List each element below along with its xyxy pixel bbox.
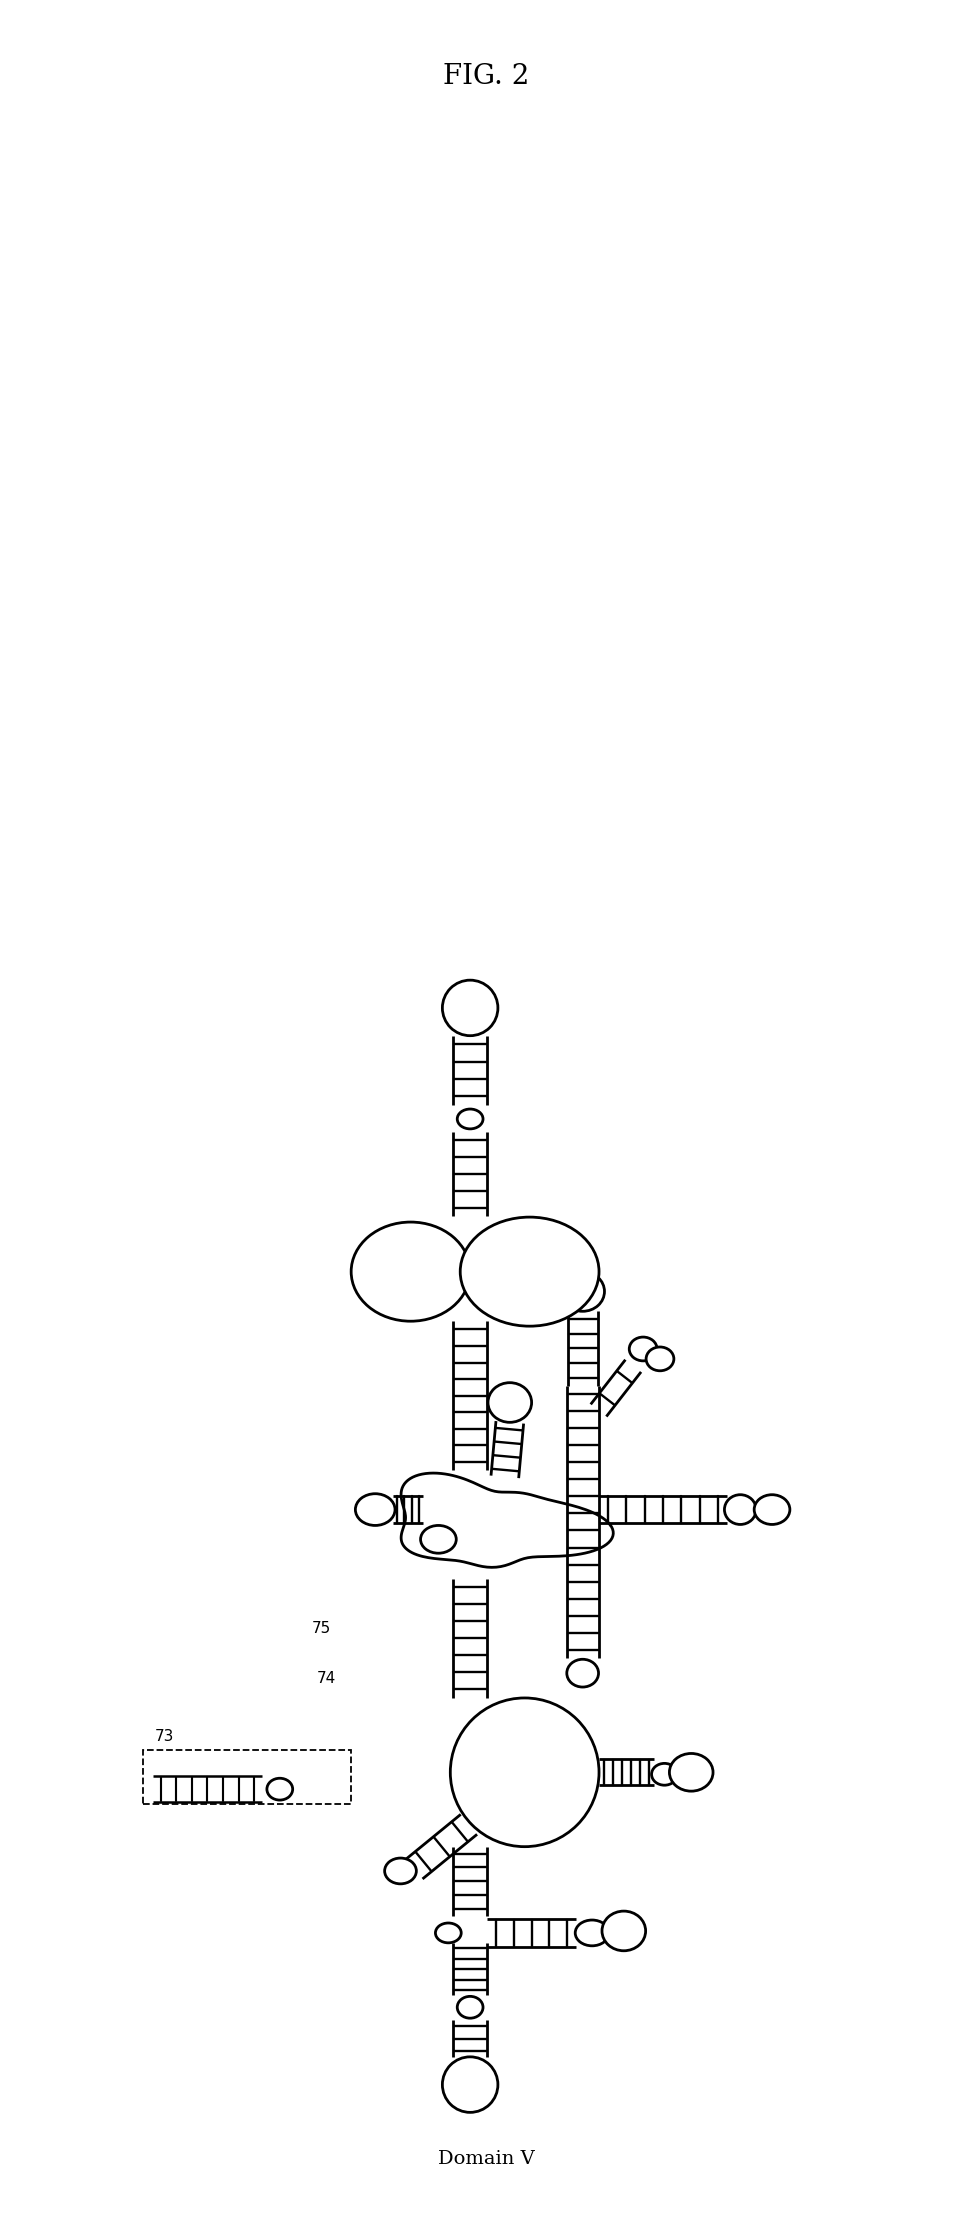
Ellipse shape — [488, 1384, 532, 1421]
Ellipse shape — [356, 1493, 395, 1526]
Ellipse shape — [651, 1762, 677, 1785]
Text: 75: 75 — [311, 1622, 330, 1635]
Ellipse shape — [629, 1337, 657, 1361]
Text: FIG. 2: FIG. 2 — [443, 62, 529, 91]
Text: 73: 73 — [155, 1729, 174, 1745]
Text: 74: 74 — [317, 1671, 335, 1687]
Ellipse shape — [457, 1996, 483, 2019]
Ellipse shape — [724, 1495, 756, 1524]
Ellipse shape — [442, 2056, 498, 2112]
Ellipse shape — [267, 1778, 293, 1800]
FancyBboxPatch shape — [143, 1749, 351, 1805]
Ellipse shape — [567, 1660, 599, 1687]
Polygon shape — [401, 1473, 613, 1566]
Ellipse shape — [442, 980, 498, 1036]
Ellipse shape — [351, 1223, 470, 1321]
Ellipse shape — [435, 1923, 462, 1943]
Ellipse shape — [561, 1272, 605, 1312]
Ellipse shape — [457, 1110, 483, 1130]
Text: Domain V: Domain V — [437, 2150, 535, 2168]
Ellipse shape — [670, 1753, 713, 1791]
Ellipse shape — [421, 1526, 456, 1553]
Ellipse shape — [646, 1348, 674, 1370]
Ellipse shape — [385, 1858, 416, 1885]
Ellipse shape — [575, 1921, 608, 1945]
Ellipse shape — [460, 1216, 599, 1326]
Ellipse shape — [450, 1698, 599, 1847]
Ellipse shape — [754, 1495, 790, 1524]
Ellipse shape — [602, 1912, 645, 1952]
